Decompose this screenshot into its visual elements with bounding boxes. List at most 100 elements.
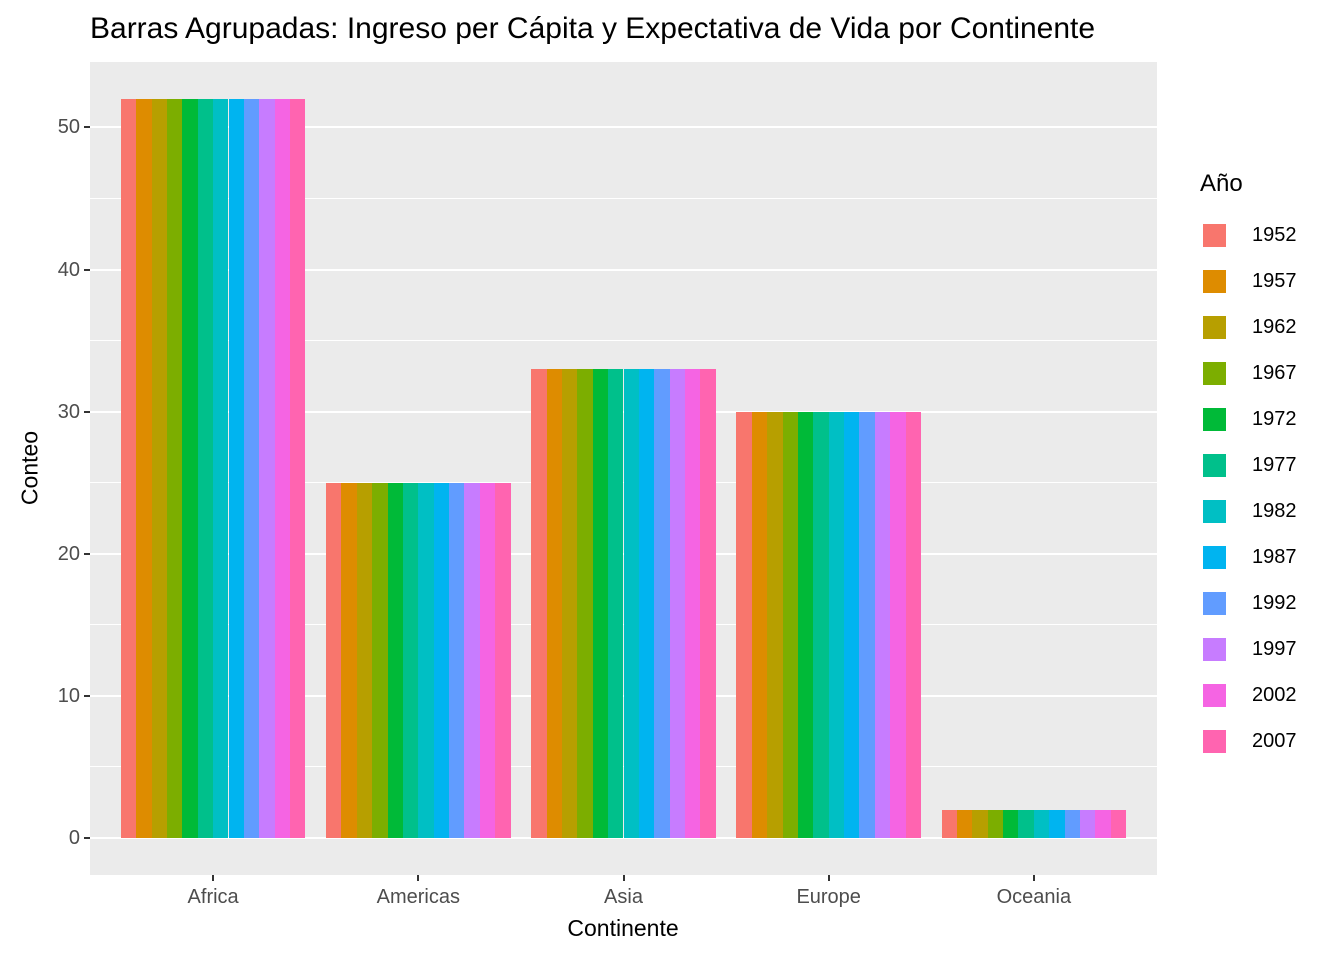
legend-key-swatch	[1203, 453, 1226, 477]
legend-key-swatch	[1203, 637, 1226, 661]
bar-europe-1952	[736, 411, 752, 839]
legend-item-label: 1997	[1252, 637, 1297, 660]
bar-oceania-1952	[941, 809, 957, 839]
legend-key-swatch	[1203, 361, 1226, 385]
legend-item: 1987	[1192, 534, 1297, 580]
y-tick-label: 20	[57, 542, 80, 565]
legend-item-label: 1957	[1252, 269, 1297, 292]
bar-europe-1972	[797, 411, 814, 839]
x-axis-tick	[417, 875, 420, 881]
bar-americas-2007	[495, 482, 511, 839]
bar-africa-1967	[166, 98, 183, 839]
legend-item: 1982	[1192, 488, 1297, 534]
bar-europe-1997	[874, 411, 891, 839]
x-axis-tick	[622, 875, 625, 881]
legend-item-label: 1977	[1252, 453, 1297, 476]
bar-africa-1957	[136, 98, 152, 839]
bar-asia-1997	[669, 369, 686, 839]
bar-americas-1992	[449, 482, 465, 839]
gridline-major	[90, 268, 1157, 271]
bar-europe-1992	[859, 411, 875, 839]
x-axis-title: Continente	[567, 915, 679, 941]
bar-oceania-1972	[1003, 809, 1019, 839]
legend-item: 1977	[1192, 442, 1297, 488]
bar-asia-1952	[531, 369, 547, 839]
bar-americas-1967	[372, 482, 388, 839]
x-axis-tick	[212, 875, 215, 881]
legend-item: 2002	[1192, 672, 1297, 718]
x-axis-tick	[1032, 875, 1035, 881]
y-tick-label: 50	[57, 116, 80, 139]
legend-item: 1967	[1192, 350, 1297, 396]
bar-oceania-1992	[1064, 809, 1081, 839]
x-tick-label: Americas	[376, 886, 460, 908]
bar-europe-1967	[782, 411, 798, 839]
bar-asia-1972	[592, 369, 609, 839]
bar-africa-1997	[259, 98, 275, 839]
legend-item-label: 1972	[1252, 407, 1297, 430]
bar-asia-1987	[638, 369, 655, 839]
x-tick-label: Oceania	[996, 886, 1072, 908]
y-tick-label: 0	[68, 827, 80, 850]
y-tick-label: 30	[57, 400, 80, 423]
bar-asia-1982	[623, 369, 639, 839]
bar-africa-1952	[120, 98, 137, 839]
legend-item-label: 1987	[1252, 545, 1297, 568]
bar-asia-1962	[561, 369, 578, 839]
gridline-minor	[90, 197, 1157, 199]
bar-oceania-1962	[972, 809, 988, 839]
bar-americas-1977	[402, 482, 419, 839]
bar-oceania-2007	[1110, 809, 1127, 839]
bar-asia-2007	[700, 369, 716, 839]
y-axis-tick	[84, 410, 90, 413]
legend-key-swatch	[1203, 407, 1226, 431]
y-tick-label: 10	[57, 684, 80, 707]
chart-title: Barras Agrupadas: Ingreso per Cápita y E…	[90, 12, 1096, 45]
legend-item-label: 1962	[1252, 315, 1297, 338]
legend-item: 1992	[1192, 580, 1297, 626]
legend-item: 1962	[1192, 304, 1297, 350]
legend-key-swatch	[1203, 545, 1226, 569]
bar-americas-1982	[418, 482, 434, 839]
bar-africa-1977	[197, 98, 214, 839]
y-axis-tick	[84, 694, 90, 697]
bar-oceania-1967	[987, 809, 1004, 839]
bar-oceania-2002	[1095, 809, 1111, 839]
bar-americas-1997	[464, 482, 480, 839]
legend-item-label: 1992	[1252, 591, 1297, 614]
y-axis-title: Conteo	[16, 430, 43, 506]
bar-oceania-1997	[1080, 809, 1096, 839]
legend-item: 1952	[1192, 212, 1297, 258]
bar-asia-1957	[546, 369, 562, 839]
bar-oceania-1977	[1018, 809, 1034, 839]
bar-asia-2002	[685, 369, 701, 839]
bar-africa-1992	[243, 98, 260, 839]
bar-americas-1952	[325, 482, 342, 839]
y-axis-tick	[84, 837, 90, 840]
legend-title: Año	[1200, 170, 1243, 197]
legend-key-swatch	[1203, 499, 1226, 523]
bar-americas-2002	[479, 482, 496, 839]
bar-europe-1987	[844, 411, 860, 839]
bar-asia-1967	[577, 369, 593, 839]
legend-key-swatch	[1203, 223, 1226, 247]
bar-africa-2002	[274, 98, 291, 839]
bar-africa-1972	[182, 98, 198, 839]
bar-americas-1962	[356, 482, 373, 839]
legend-item: 2007	[1192, 718, 1297, 764]
bar-oceania-1987	[1049, 809, 1065, 839]
legend-item-label: 1967	[1252, 361, 1297, 384]
legend-item-label: 1982	[1252, 499, 1297, 522]
bar-africa-1987	[228, 98, 244, 839]
legend-key-swatch	[1203, 729, 1226, 753]
bar-africa-1982	[213, 98, 229, 839]
y-axis-tick	[84, 126, 90, 129]
legend-key-swatch	[1203, 315, 1226, 339]
y-axis-tick	[84, 552, 90, 555]
plot-panel	[90, 62, 1157, 875]
legend-key-swatch	[1203, 591, 1226, 615]
legend-item-label: 2007	[1252, 729, 1297, 752]
bar-africa-2007	[290, 98, 306, 839]
x-tick-label: Europe	[796, 886, 861, 908]
bar-americas-1957	[341, 482, 357, 839]
